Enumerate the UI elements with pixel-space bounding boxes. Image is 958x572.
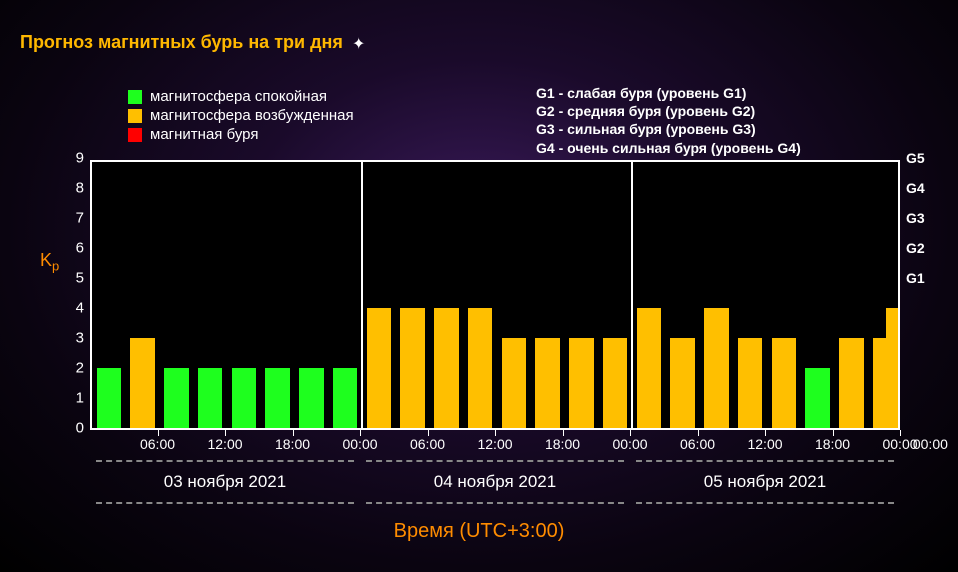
- x-tick-label: 18:00: [275, 436, 310, 452]
- legend-label: магнитосфера возбужденная: [150, 107, 354, 124]
- legend-swatch: [128, 128, 142, 142]
- y-tick: 8: [76, 180, 84, 197]
- chart-bar: [367, 308, 391, 428]
- y-tick: 6: [76, 240, 84, 257]
- y-tick: 7: [76, 210, 84, 227]
- legend-item: магнитная буря: [128, 126, 354, 143]
- legend-swatch: [128, 109, 142, 123]
- x-tick-label: 00:00: [913, 436, 948, 452]
- y-axis-label: Kp: [40, 250, 59, 274]
- chart-bar: [434, 308, 458, 428]
- g-tick: G3: [906, 210, 925, 226]
- x-tick-label: 00:00: [612, 436, 647, 452]
- legend-item: магнитосфера возбужденная: [128, 107, 354, 124]
- date-label: 05 ноября 2021: [636, 460, 894, 504]
- page-title: Прогноз магнитных бурь на три дня: [20, 32, 343, 53]
- x-tick-label: 06:00: [410, 436, 445, 452]
- legend-item: магнитосфера спокойная: [128, 88, 354, 105]
- day-separator: [631, 162, 633, 428]
- y-tick: 1: [76, 390, 84, 407]
- x-tick-label: 06:00: [680, 436, 715, 452]
- chart-bar: [333, 368, 357, 428]
- y-tick: 4: [76, 300, 84, 317]
- x-axis-title: Время (UTC+3:00): [0, 520, 958, 543]
- x-tick-label: 00:00: [342, 436, 377, 452]
- date-label: 03 ноября 2021: [96, 460, 354, 504]
- x-tick-label: 12:00: [477, 436, 512, 452]
- g-level-text: G4 - очень сильная буря (уровень G4): [536, 139, 857, 157]
- date-label: 04 ноября 2021: [366, 460, 624, 504]
- legend-colors: магнитосфера спокойная магнитосфера возбу…: [128, 88, 354, 145]
- chart-bar: [704, 308, 728, 428]
- chart-bar: [535, 338, 559, 428]
- chart-bar: [886, 308, 898, 428]
- chart-bar: [772, 338, 796, 428]
- x-tick-label: 06:00: [140, 436, 175, 452]
- chart-bar: [502, 338, 526, 428]
- day-separator: [361, 162, 363, 428]
- y-tick: 3: [76, 330, 84, 347]
- chart-bar: [468, 308, 492, 428]
- legend-swatch: [128, 90, 142, 104]
- g-level-text: G3 - сильная буря (уровень G3): [536, 120, 857, 138]
- chart-bar: [265, 368, 289, 428]
- x-tick-label: 12:00: [747, 436, 782, 452]
- legend-label: магнитная буря: [150, 126, 258, 143]
- y-tick: 2: [76, 360, 84, 377]
- x-tick-label: 18:00: [815, 436, 850, 452]
- chart-bar: [130, 338, 154, 428]
- x-tick-label: 12:00: [207, 436, 242, 452]
- chart-bar: [97, 368, 121, 428]
- chart-bar: [670, 338, 694, 428]
- g-tick: G4: [906, 180, 925, 196]
- chart-bar: [232, 368, 256, 428]
- star-icon: ✦: [352, 34, 365, 54]
- chart-plot: 0123456789G1G2G3G4G5: [90, 160, 900, 430]
- chart-bar: [400, 308, 424, 428]
- g-tick: G5: [906, 150, 925, 166]
- x-tick-label: 18:00: [545, 436, 580, 452]
- g-level-text: G2 - средняя буря (уровень G2): [536, 102, 857, 120]
- g-tick: G1: [906, 270, 925, 286]
- g-level-text: G1 - слабая буря (уровень G1): [536, 84, 857, 102]
- legend-label: магнитосфера спокойная: [150, 88, 327, 105]
- chart-bar: [198, 368, 222, 428]
- chart-bar: [738, 338, 762, 428]
- chart-bars: [92, 162, 898, 428]
- chart-bar: [569, 338, 593, 428]
- y-tick: 9: [76, 150, 84, 167]
- g-tick: G2: [906, 240, 925, 256]
- chart-bar: [805, 368, 829, 428]
- chart-bar: [299, 368, 323, 428]
- y-tick: 5: [76, 270, 84, 287]
- chart-bar: [839, 338, 863, 428]
- chart-bar: [603, 338, 627, 428]
- chart-bar: [164, 368, 188, 428]
- y-tick: 0: [76, 420, 84, 437]
- chart-bar: [637, 308, 661, 428]
